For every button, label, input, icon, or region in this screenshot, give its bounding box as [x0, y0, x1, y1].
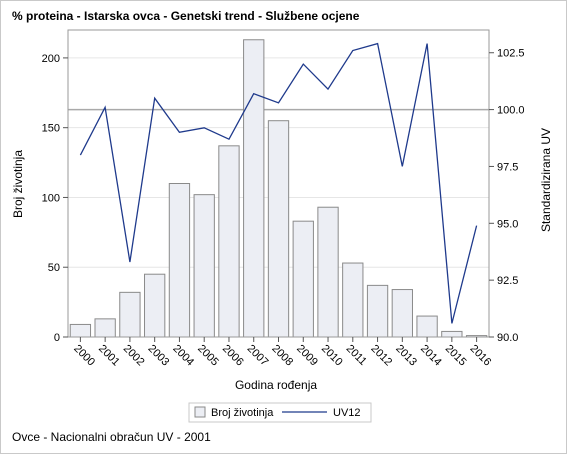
bar-2000	[69, 323, 92, 338]
bar-2010	[317, 206, 339, 338]
legend-label-bar: Broj životinja	[211, 407, 274, 419]
tick-label-x: 2001	[96, 343, 122, 369]
bar-2015	[441, 330, 463, 338]
legend-frame	[188, 402, 372, 423]
tick-label-x: 2016	[467, 343, 493, 369]
tick-label-right: 95.0	[497, 218, 518, 230]
tick-label-right: 100.0	[497, 105, 525, 117]
tick-label-left: 200	[42, 53, 60, 65]
tick-label-x: 2006	[220, 343, 246, 369]
tick-label-x: 2012	[368, 343, 394, 369]
tick-label-x: 2003	[146, 343, 172, 369]
y-axis-label-right: Standardizirana UV	[539, 128, 553, 232]
bar-2011	[342, 262, 364, 338]
uv12-line	[79, 42, 478, 324]
tick-label-right: 90.0	[497, 332, 518, 344]
bar-2012	[366, 284, 389, 338]
tick-label-x: 2011	[344, 343, 369, 368]
tick-label-left: 100	[42, 192, 60, 204]
bar-2006	[218, 145, 240, 338]
tick-label-x: 2014	[418, 343, 444, 369]
footnote: Ovce - Nacionalni obračun UV - 2001	[12, 430, 211, 444]
tick-label-x: 2000	[71, 343, 97, 369]
bar-2013	[391, 289, 413, 338]
legend-label-line: UV12	[333, 407, 361, 419]
chart-title: % proteina - Istarska ovca - Genetski tr…	[12, 9, 360, 23]
legend-swatch-bar	[194, 406, 206, 418]
bar-2005	[193, 194, 215, 338]
tick-label-right: 102.5	[497, 48, 525, 60]
tick-label-x: 2009	[294, 343, 320, 369]
legend: Broj životinja UV12	[188, 402, 372, 423]
bar-2002	[119, 291, 141, 338]
tick-label-right: 92.5	[497, 275, 518, 287]
tick-label-x: 2013	[393, 343, 419, 369]
bar-2003	[144, 273, 166, 338]
x-axis: 2000200120022003200420052006200720082009…	[71, 337, 493, 368]
tick-label-x: 2002	[121, 343, 147, 369]
tick-label-right: 97.5	[497, 161, 518, 173]
tick-label-x: 2015	[443, 343, 469, 369]
right-axis: 90.0 92.5 95.0 97.5 100.0 102.5	[489, 48, 525, 344]
y-axis-label-left: Broj životinja	[11, 150, 25, 218]
bar-2009	[292, 220, 314, 338]
bar-2001	[94, 318, 116, 338]
tick-label-x: 2005	[195, 343, 221, 369]
tick-label-left: 50	[48, 262, 60, 274]
tick-label-x: 2007	[245, 343, 271, 369]
bar-2014	[416, 315, 438, 338]
tick-label-left: 150	[42, 123, 60, 135]
bar-2007	[243, 39, 265, 338]
tick-label-x: 2010	[319, 343, 345, 369]
tick-label-x: 2004	[170, 343, 196, 369]
x-axis-label: Godina rođenja	[235, 378, 317, 392]
bar-2008	[267, 120, 290, 338]
left-axis: 0 50 100 150 200	[42, 53, 68, 344]
bar-2004	[168, 183, 191, 338]
tick-label-x: 2008	[269, 343, 295, 369]
bars-layer	[69, 39, 488, 338]
tick-label-left: 0	[54, 332, 60, 344]
